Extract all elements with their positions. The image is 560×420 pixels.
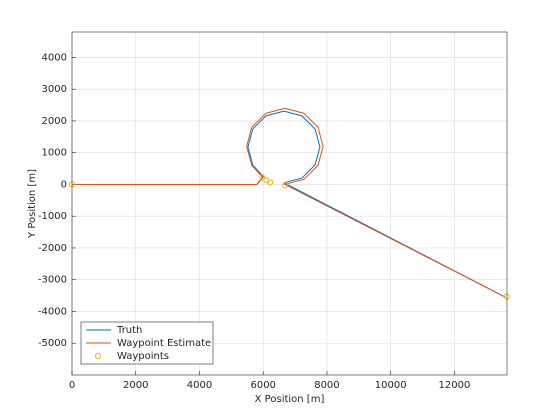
- y-tick-label: -4000: [38, 306, 67, 317]
- y-tick-label: 2000: [42, 116, 67, 127]
- y-tick-label: 0: [61, 179, 67, 190]
- legend-marker: [94, 352, 102, 360]
- data: [68, 107, 510, 300]
- x-tick-label: 4000: [187, 380, 212, 391]
- axes-box: [71, 31, 508, 376]
- x-tick-label: 10000: [375, 380, 407, 391]
- y-tick-label: -5000: [38, 338, 67, 349]
- x-tick-label: 8000: [314, 380, 339, 391]
- y-tick-label: -3000: [38, 275, 67, 286]
- legend-label: Truth: [116, 325, 142, 336]
- legend-label: Waypoint Estimate: [117, 338, 211, 349]
- x-tick-label: 2000: [123, 380, 148, 391]
- waypoint-marker: [282, 182, 289, 189]
- legend: Truth Waypoint Estimate Waypoints: [80, 321, 214, 365]
- legend-label: Waypoints: [117, 351, 169, 362]
- x-tick-label: 12000: [439, 380, 471, 391]
- y-tick-label: 3000: [42, 84, 67, 95]
- series-line: [113, 110, 506, 298]
- y-tick-label: -2000: [38, 243, 67, 254]
- y-tick-label: 4000: [42, 52, 67, 63]
- x-tick-label: 6000: [250, 380, 275, 391]
- waypoint-marker: [503, 293, 510, 300]
- waypoint-marker: [259, 174, 266, 181]
- y-tick-label: -1000: [38, 211, 67, 222]
- x-tick-label: 0: [69, 380, 75, 391]
- y-tick-label: 1000: [42, 148, 67, 159]
- x-axis-label: X Position [m]: [255, 394, 325, 405]
- series-line: [72, 107, 506, 298]
- y-axis-label: Y Position [m]: [27, 169, 38, 239]
- waypoint-marker: [267, 179, 274, 186]
